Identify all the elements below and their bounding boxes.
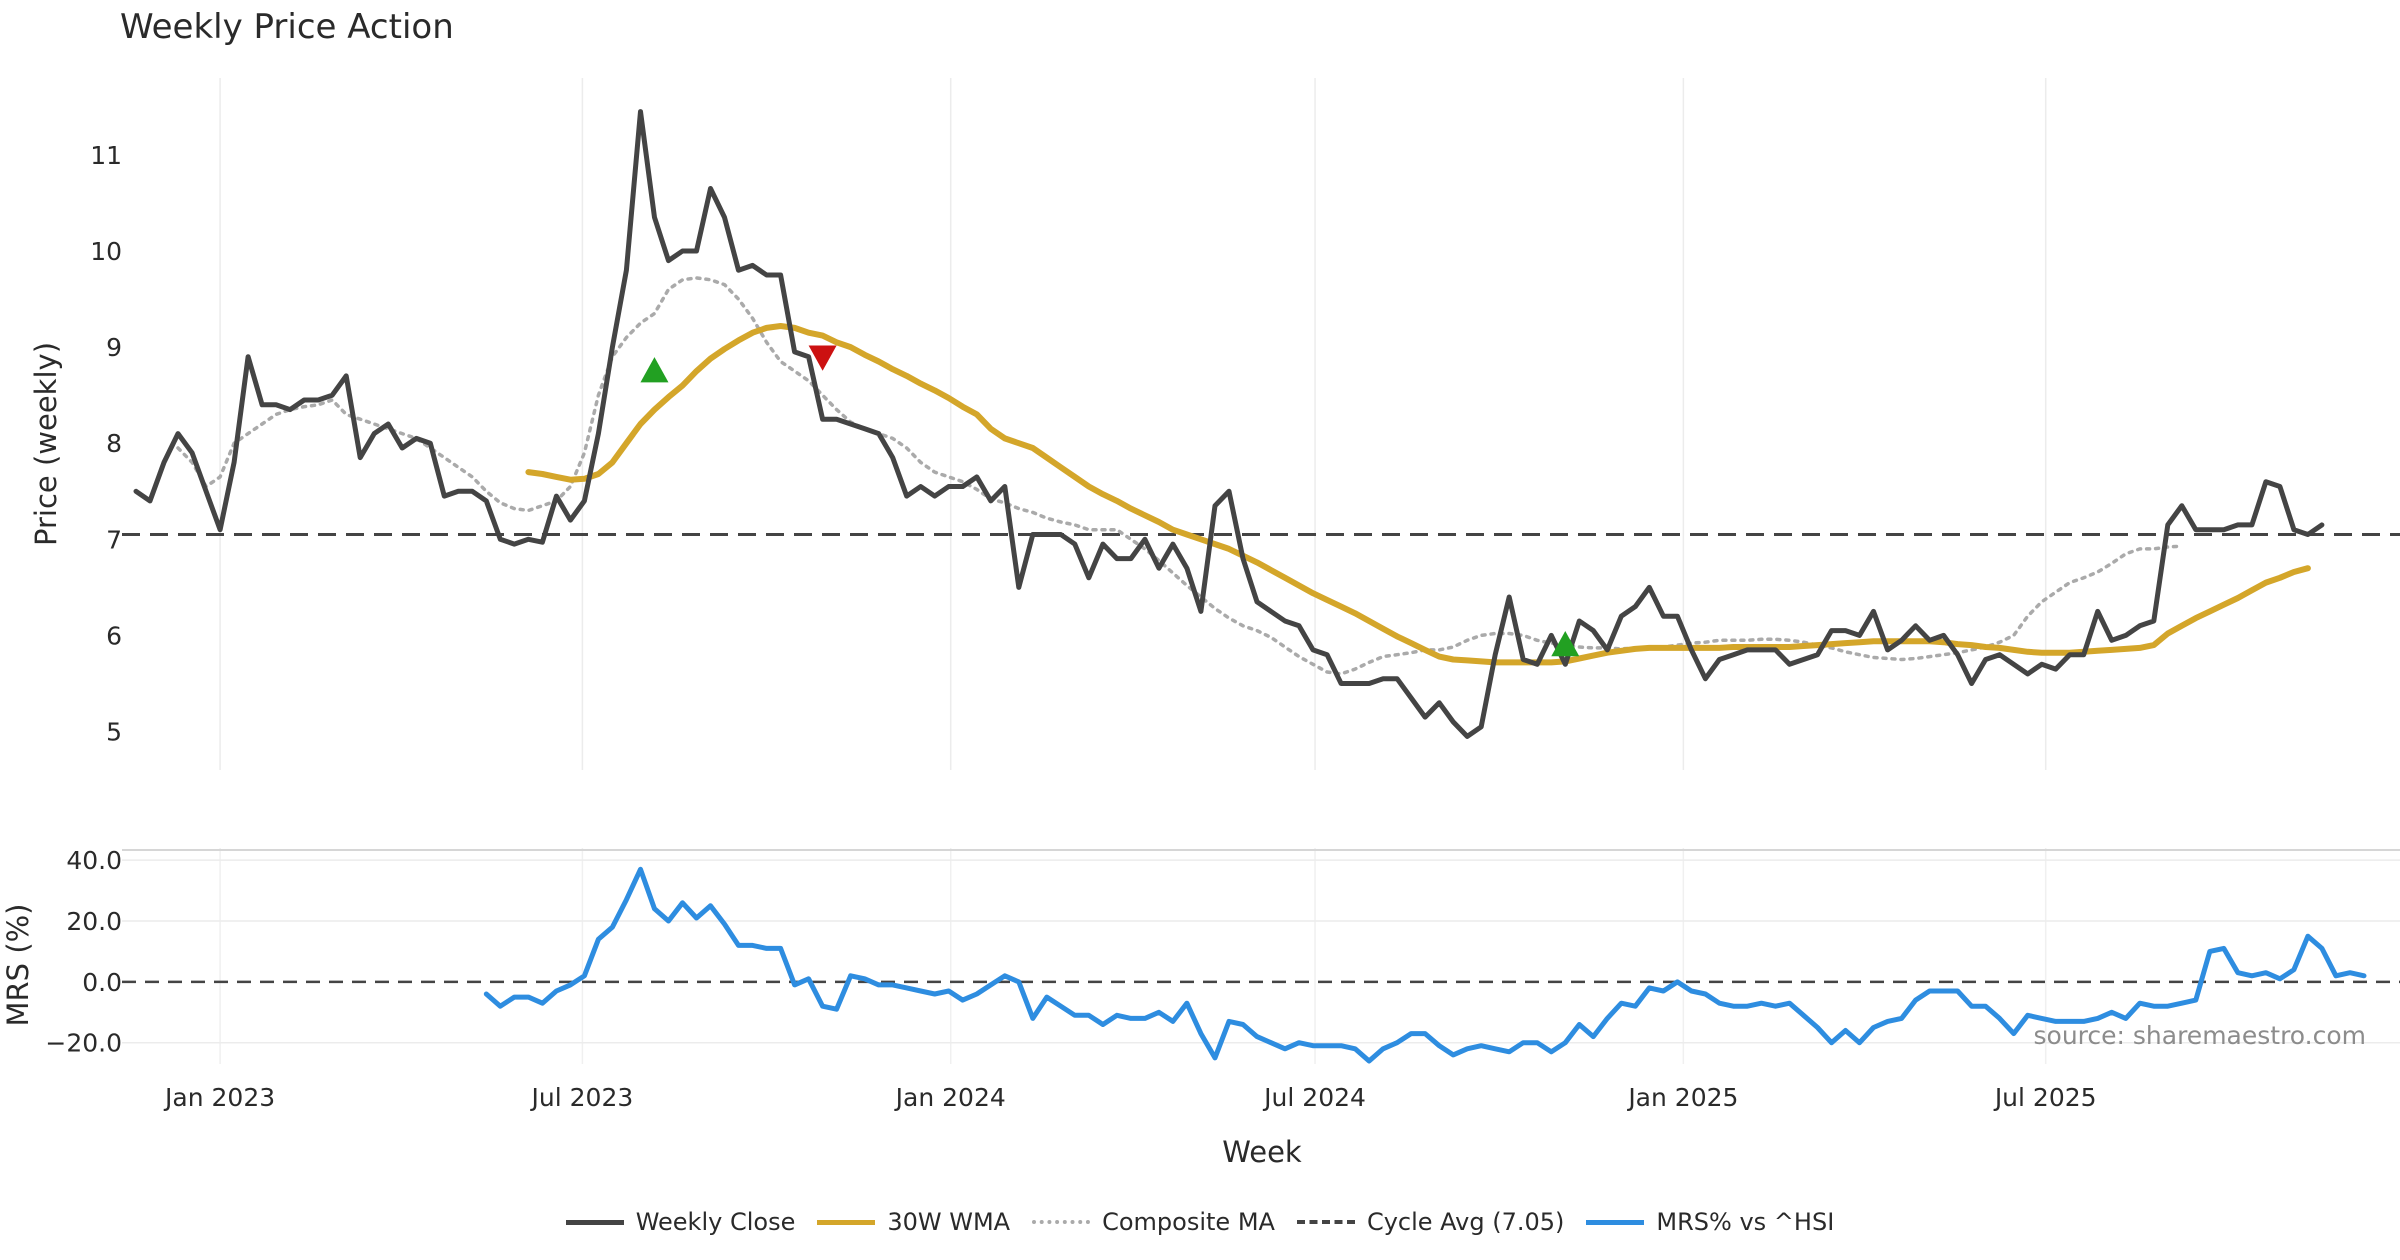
legend-swatch-cycle-avg <box>1296 1220 1355 1224</box>
mrs-y-tick-label: 20.0 <box>66 907 122 936</box>
legend-item-30w-wma: 30W WMA <box>817 1208 1010 1236</box>
sell-signal-marker <box>808 345 837 371</box>
source-annotation: source: sharemaestro.com <box>2034 1021 2367 1050</box>
price-y-tick-label: 7 <box>106 525 122 554</box>
x-axis-title: Week <box>1222 1135 1302 1169</box>
series-30w-wma-line <box>525 323 2311 666</box>
x-tick-label: Jan 2024 <box>894 1083 1006 1112</box>
legend-label-composite-ma: Composite MA <box>1102 1208 1275 1236</box>
mrs-y-axis-title: MRS (%) <box>1 904 35 1027</box>
legend-label-30w-wma: 30W WMA <box>887 1208 1011 1236</box>
legend-swatch-weekly-close <box>565 1219 624 1225</box>
series-weekly-close-line <box>133 109 2325 739</box>
legend-label-weekly-close: Weekly Close <box>635 1208 796 1236</box>
buy-signal-marker <box>640 357 669 383</box>
x-tick-label: Jul 2023 <box>530 1083 634 1112</box>
price-chart: Weekly Price Action Jan 2023 Jul 2023 Jan 2… <box>1 7 2400 1169</box>
legend-label-cycle-avg: Cycle Avg (7.05) <box>1366 1208 1565 1236</box>
legend-label-mrs: MRS% vs ^HSI <box>1656 1208 1835 1236</box>
mrs-y-tick-label: 0.0 <box>82 968 122 997</box>
price-y-tick-label: 9 <box>106 333 122 362</box>
price-y-tick-label: 6 <box>106 621 122 650</box>
legend-item-mrs: MRS% vs ^HSI <box>1586 1208 1834 1236</box>
legend-item-composite-ma: Composite MA <box>1032 1208 1275 1236</box>
legend-item-weekly-close: Weekly Close <box>565 1208 796 1236</box>
legend-swatch-composite-ma <box>1032 1220 1091 1224</box>
legend-swatch-30w-wma <box>817 1219 876 1225</box>
legend-swatch-mrs <box>1586 1219 1645 1225</box>
series-composite-ma-line <box>176 276 2184 676</box>
price-y-tick-label: 11 <box>90 141 122 170</box>
price-y-tick-label: 5 <box>106 718 122 747</box>
series-mrs-vs-hsi-line <box>483 866 2367 1064</box>
chart-legend: Weekly Close 30W WMA Composite MA Cycle … <box>0 1208 2400 1236</box>
price-y-tick-label: 8 <box>106 429 122 458</box>
mrs-y-tick-label: 40.0 <box>66 846 122 875</box>
legend-item-cycle-avg: Cycle Avg (7.05) <box>1296 1208 1565 1236</box>
chart-title: Weekly Price Action <box>120 7 454 47</box>
x-tick-label: Jan 2025 <box>1626 1083 1738 1112</box>
mrs-y-tick-label: −20.0 <box>45 1029 122 1058</box>
x-tick-label: Jul 2024 <box>1262 1083 1366 1112</box>
buy-signal-marker <box>1551 631 1580 657</box>
x-tick-label: Jul 2025 <box>1993 1083 2097 1112</box>
price-y-tick-label: 10 <box>90 237 122 266</box>
x-tick-label: Jan 2023 <box>163 1083 275 1112</box>
price-y-axis-title: Price (weekly) <box>29 342 63 546</box>
